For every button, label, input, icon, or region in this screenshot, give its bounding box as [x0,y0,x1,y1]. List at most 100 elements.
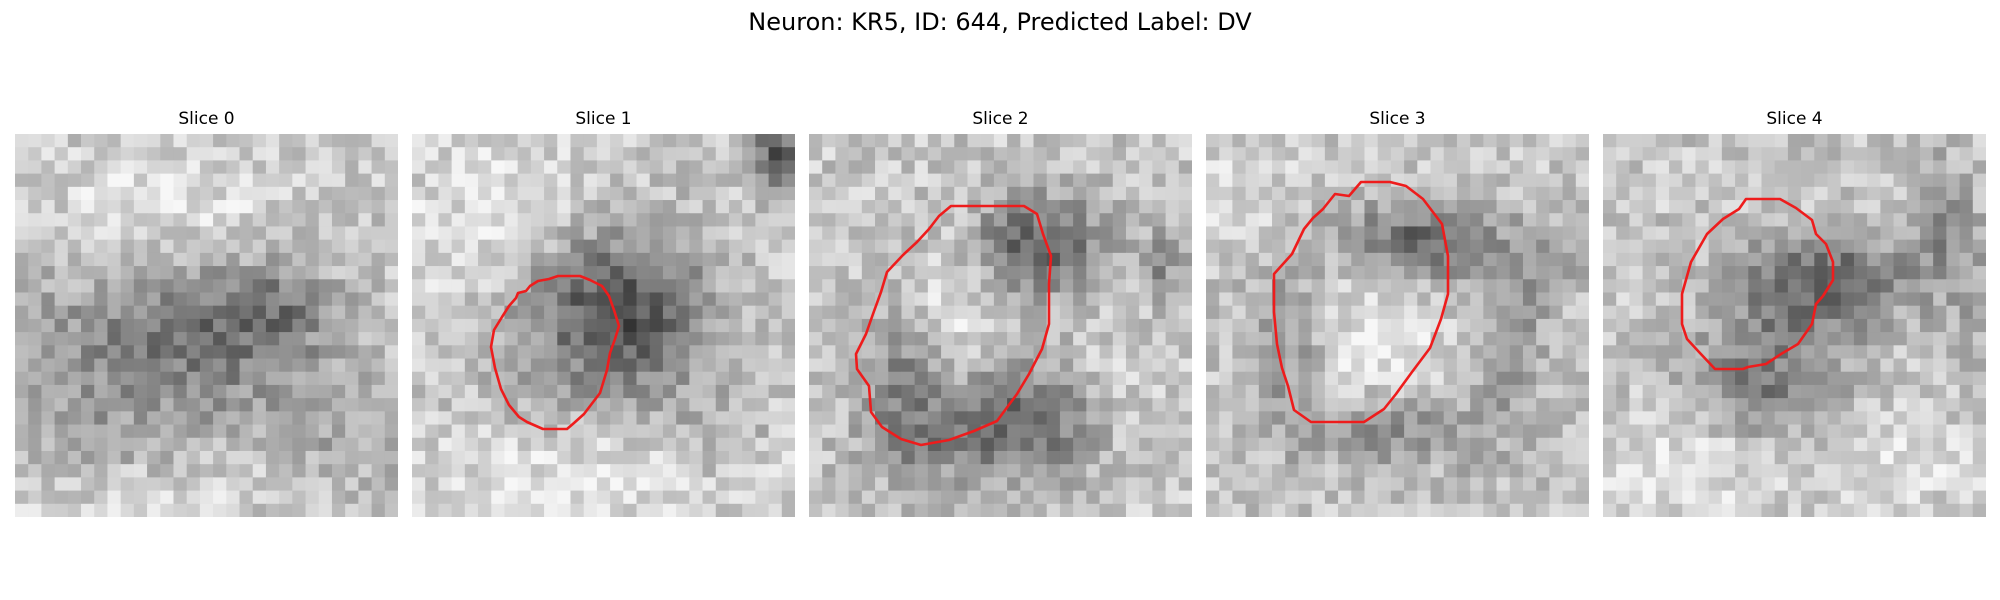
pixel-cell [133,134,148,148]
pixel-cell [967,464,982,478]
pixel-cell [1761,464,1776,478]
pixel-cell [530,450,545,465]
pixel-cell [993,424,1008,439]
pixel-cell [1946,239,1961,254]
pixel-cell [1906,213,1921,228]
pixel-cell [451,437,466,452]
pixel-cell [491,279,506,294]
pixel-cell [28,411,43,426]
pixel-cell [1603,477,1617,492]
pixel-cell [94,450,109,465]
pixel-cell [1682,186,1697,201]
pixel-cell [1721,345,1736,360]
pixel-cell [1443,173,1458,188]
pixel-cell [464,200,479,214]
pixel-cell [120,279,135,294]
pixel-cell [412,252,426,267]
pixel-cell [226,252,241,267]
pixel-cell [504,292,519,307]
pixel-cell [1206,318,1220,333]
pixel-cell [345,358,359,373]
pixel-cell [1232,134,1247,148]
pixel-cell [1059,345,1074,360]
pixel-cell [252,411,267,426]
pixel-cell [1404,450,1418,465]
pixel-cell [318,464,333,478]
pixel-cell [662,134,677,148]
pixel-cell [239,437,254,452]
pixel-cell [715,318,730,333]
pixel-cell [1059,371,1074,386]
pixel-cell [1139,490,1153,505]
pixel-cell [1774,411,1789,426]
pixel-cell [1417,318,1432,333]
pixel-cell [1125,332,1140,346]
pixel-cell [1338,279,1352,294]
pixel-cell [1522,252,1537,267]
pixel-cell [1959,384,1974,399]
pixel-cell [1125,200,1140,214]
pixel-cell [1139,477,1153,492]
pixel-cell [265,477,280,492]
pixel-cell [1972,384,1986,399]
pixel-cell [1165,503,1180,517]
pixel-cell [1708,424,1723,439]
pixel-cell [67,279,82,294]
pixel-cell [1629,266,1644,280]
pixel-cell [478,213,492,228]
pixel-cell [292,424,307,439]
pixel-cell [1906,411,1921,426]
pixel-cell [835,305,850,320]
pixel-cell [1206,292,1220,307]
pixel-cell [530,186,545,201]
pixel-cell [1364,503,1379,517]
pixel-cell [1933,437,1947,452]
pixel-cell [358,358,373,373]
pixel-cell [1642,173,1657,188]
pixel-cell [875,252,889,267]
pixel-cell [107,160,122,175]
pixel-cell [1324,173,1339,188]
pixel-cell [1390,147,1405,162]
pixel-cell [239,318,254,333]
pixel-cell [768,318,783,333]
pixel-cell [1655,345,1670,360]
pixel-cell [252,358,267,373]
pixel-cell [742,477,756,492]
pixel-cell [1629,200,1644,214]
pixel-cell [279,371,293,386]
pixel-cell [1721,147,1736,162]
pixel-cell [636,318,651,333]
pixel-cell [1708,490,1723,505]
pixel-cell [412,424,426,439]
pixel-cell [715,464,730,478]
pixel-cell [583,134,598,148]
pixel-cell [54,318,69,333]
pixel-cell [1206,266,1220,280]
pixel-cell [358,134,373,148]
pixel-cell [1642,411,1657,426]
pixel-cell [888,424,903,439]
pixel-cell [875,437,889,452]
pixel-cell [1258,292,1273,307]
pixel-cell [1417,213,1432,228]
pixel-cell [1946,332,1961,346]
neuron-contour [489,274,621,431]
pixel-cell [530,358,545,373]
pixel-cell [715,279,730,294]
pixel-cell [1298,266,1313,280]
pixel-cell [649,173,664,188]
pixel-cell [1669,305,1683,320]
pixel-cell [1522,279,1537,294]
pixel-cell [1682,490,1697,505]
pixel-cell [888,332,903,346]
pixel-cell [1933,292,1947,307]
pixel-cell [1351,147,1366,162]
pixel-cell [239,450,254,465]
pixel-cell [1351,503,1366,517]
pixel-cell [1959,173,1974,188]
pixel-cell [1787,305,1802,320]
pixel-cell [41,252,56,267]
pixel-cell [1827,345,1842,360]
pixel-cell [1748,305,1763,320]
